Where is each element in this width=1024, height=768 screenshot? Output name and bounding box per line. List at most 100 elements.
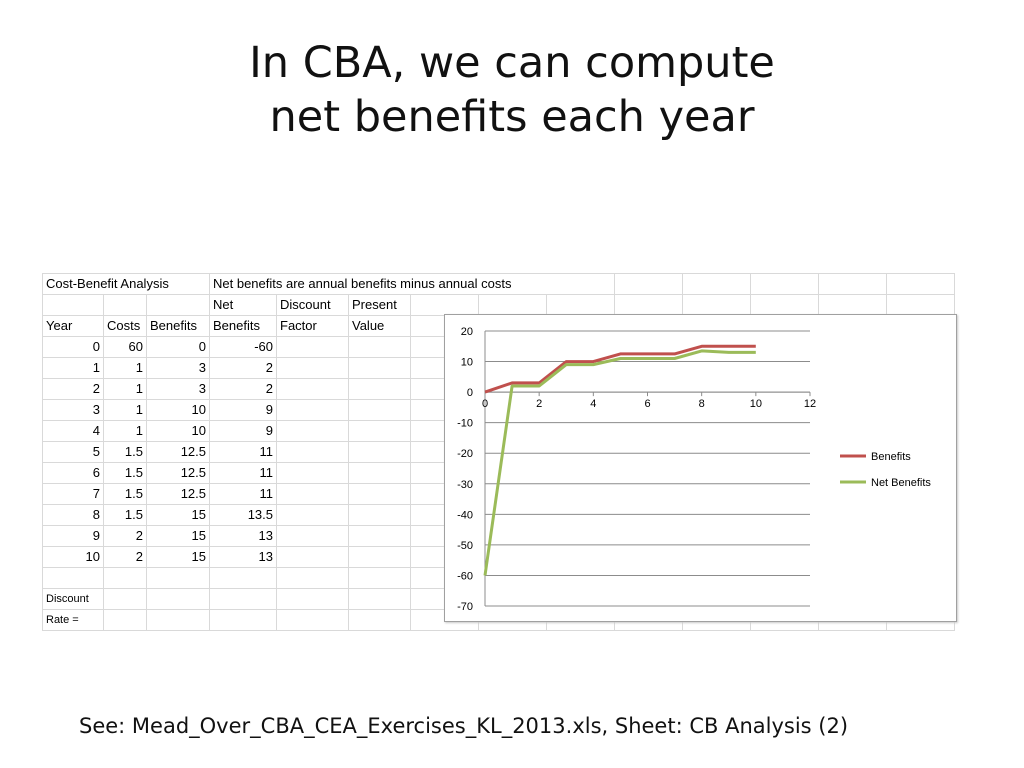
costs-cell[interactable]: 1 <box>103 357 147 379</box>
sheet-title-cell[interactable]: Cost-Benefit Analysis <box>42 273 210 295</box>
sheet-cell[interactable] <box>209 609 277 631</box>
header-discount-cell[interactable]: Discount <box>276 294 349 316</box>
sheet-cell[interactable] <box>614 273 683 295</box>
header-value-cell[interactable]: Value <box>348 315 411 337</box>
sheet-cell[interactable] <box>546 294 615 316</box>
sheet-cell[interactable] <box>103 294 147 316</box>
sheet-cell[interactable] <box>886 273 955 295</box>
sheet-cell[interactable] <box>348 567 411 589</box>
sheet-cell[interactable] <box>410 294 479 316</box>
sheet-cell[interactable] <box>276 588 349 610</box>
sheet-cell[interactable] <box>276 504 349 526</box>
year-cell[interactable]: 9 <box>42 525 104 547</box>
net-benefits-cell[interactable]: -60 <box>209 336 277 358</box>
benefits-cell[interactable]: 12.5 <box>146 483 210 505</box>
sheet-cell[interactable] <box>348 357 411 379</box>
costs-cell[interactable]: 2 <box>103 525 147 547</box>
benefits-cell[interactable]: 15 <box>146 525 210 547</box>
net-benefits-cell[interactable]: 9 <box>209 399 277 421</box>
sheet-note-cell[interactable]: Net benefits are annual benefits minus a… <box>209 273 615 295</box>
sheet-cell[interactable] <box>348 546 411 568</box>
sheet-cell[interactable] <box>146 294 210 316</box>
sheet-cell[interactable] <box>750 273 819 295</box>
sheet-cell[interactable] <box>348 378 411 400</box>
sheet-cell[interactable] <box>750 294 819 316</box>
benefits-cell[interactable]: 10 <box>146 420 210 442</box>
header-costs-cell[interactable]: Costs <box>103 315 147 337</box>
sheet-cell[interactable] <box>103 588 147 610</box>
sheet-cell[interactable] <box>146 588 210 610</box>
sheet-cell[interactable] <box>348 504 411 526</box>
sheet-cell[interactable] <box>146 567 210 589</box>
sheet-cell[interactable] <box>478 294 547 316</box>
sheet-cell[interactable] <box>348 336 411 358</box>
year-cell[interactable]: 1 <box>42 357 104 379</box>
sheet-cell[interactable] <box>818 294 887 316</box>
costs-cell[interactable]: 1.5 <box>103 504 147 526</box>
sheet-cell[interactable] <box>276 420 349 442</box>
sheet-cell[interactable] <box>614 294 683 316</box>
benefits-cell[interactable]: 0 <box>146 336 210 358</box>
costs-cell[interactable]: 1.5 <box>103 483 147 505</box>
sheet-cell[interactable] <box>276 441 349 463</box>
header-present-cell[interactable]: Present <box>348 294 411 316</box>
sheet-cell[interactable] <box>42 567 104 589</box>
costs-cell[interactable]: 1 <box>103 420 147 442</box>
costs-cell[interactable]: 1.5 <box>103 462 147 484</box>
sheet-cell[interactable] <box>276 462 349 484</box>
sheet-cell[interactable] <box>276 357 349 379</box>
benefits-cell[interactable]: 3 <box>146 378 210 400</box>
sheet-cell[interactable] <box>348 399 411 421</box>
net-benefits-cell[interactable]: 13 <box>209 525 277 547</box>
year-cell[interactable]: 6 <box>42 462 104 484</box>
sheet-cell[interactable] <box>348 420 411 442</box>
sheet-cell[interactable] <box>103 567 147 589</box>
header-net-benefits-cell[interactable]: Benefits <box>209 315 277 337</box>
sheet-cell[interactable] <box>146 609 210 631</box>
year-cell[interactable]: 8 <box>42 504 104 526</box>
header-net-cell[interactable]: Net <box>209 294 277 316</box>
sheet-cell[interactable] <box>209 567 277 589</box>
header-year-cell[interactable]: Year <box>42 315 104 337</box>
benefits-cell[interactable]: 3 <box>146 357 210 379</box>
sheet-cell[interactable] <box>348 588 411 610</box>
year-cell[interactable]: 3 <box>42 399 104 421</box>
sheet-cell[interactable] <box>276 609 349 631</box>
year-cell[interactable]: 7 <box>42 483 104 505</box>
costs-cell[interactable]: 1 <box>103 378 147 400</box>
sheet-cell[interactable] <box>42 294 104 316</box>
costs-cell[interactable]: 2 <box>103 546 147 568</box>
sheet-cell[interactable] <box>276 483 349 505</box>
sheet-cell[interactable] <box>348 441 411 463</box>
year-cell[interactable]: 5 <box>42 441 104 463</box>
sheet-cell[interactable] <box>276 525 349 547</box>
year-cell[interactable]: 2 <box>42 378 104 400</box>
sheet-cell[interactable] <box>348 609 411 631</box>
benefits-cell[interactable]: 15 <box>146 546 210 568</box>
sheet-cell[interactable] <box>103 609 147 631</box>
net-benefits-cell[interactable]: 13.5 <box>209 504 277 526</box>
sheet-cell[interactable] <box>348 483 411 505</box>
year-cell[interactable]: 10 <box>42 546 104 568</box>
rate-label-cell[interactable]: Rate = <box>42 609 104 631</box>
sheet-cell[interactable] <box>348 525 411 547</box>
sheet-cell[interactable] <box>209 588 277 610</box>
sheet-cell[interactable] <box>276 399 349 421</box>
sheet-cell[interactable] <box>276 378 349 400</box>
costs-cell[interactable]: 60 <box>103 336 147 358</box>
year-cell[interactable]: 4 <box>42 420 104 442</box>
sheet-cell[interactable] <box>348 462 411 484</box>
net-benefits-cell[interactable]: 2 <box>209 378 277 400</box>
year-cell[interactable]: 0 <box>42 336 104 358</box>
line-chart[interactable]: 20 10 0 -10 -20 -30 -40 -50 -60 -70 0 2 4 6 8 10 12 Benef… <box>444 314 957 622</box>
sheet-cell[interactable] <box>682 273 751 295</box>
benefits-cell[interactable]: 12.5 <box>146 441 210 463</box>
discount-label-cell[interactable]: Discount <box>42 588 104 610</box>
benefits-cell[interactable]: 12.5 <box>146 462 210 484</box>
net-benefits-cell[interactable]: 11 <box>209 441 277 463</box>
net-benefits-cell[interactable]: 2 <box>209 357 277 379</box>
header-benefits-cell[interactable]: Benefits <box>146 315 210 337</box>
sheet-cell[interactable] <box>276 336 349 358</box>
benefits-cell[interactable]: 15 <box>146 504 210 526</box>
net-benefits-cell[interactable]: 13 <box>209 546 277 568</box>
